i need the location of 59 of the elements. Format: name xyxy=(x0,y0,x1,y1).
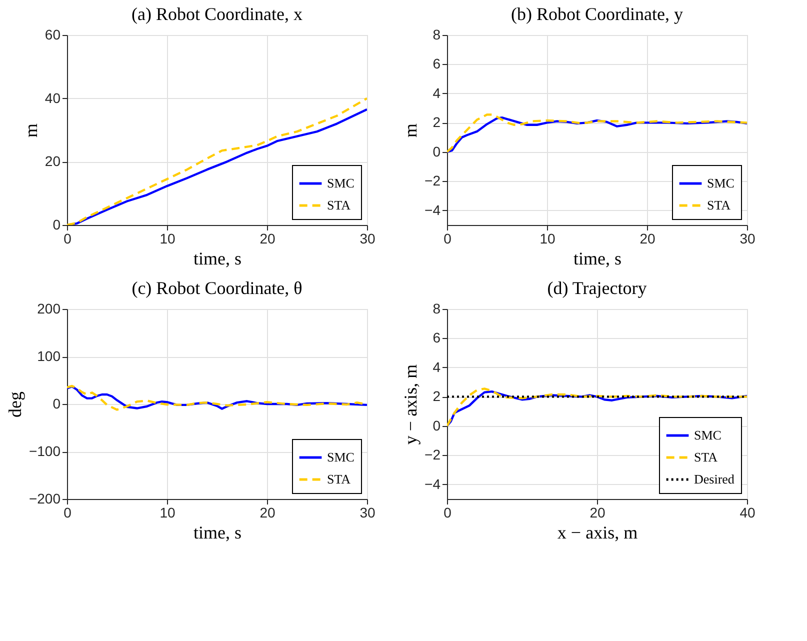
y-tick-label: 40 xyxy=(44,90,61,106)
x-axis-title: time, s xyxy=(194,522,242,542)
y-tick-label: −100 xyxy=(28,443,61,459)
y-tick-label: −2 xyxy=(424,446,441,463)
chart-title: (d) Trajectory xyxy=(547,278,647,298)
legend-label: STA xyxy=(707,198,732,212)
y-tick-label: 8 xyxy=(432,300,441,316)
y-axis-title: m xyxy=(400,123,421,138)
y-tick-label: −4 xyxy=(424,476,441,492)
y-tick-label: −2 xyxy=(424,172,441,189)
y-tick-label: 0 xyxy=(432,143,441,160)
legend-label: SMC xyxy=(694,428,722,442)
legend-label: STA xyxy=(694,450,718,464)
legend-label: STA xyxy=(327,198,352,212)
x-tick-label: 20 xyxy=(590,504,606,520)
x-tick-label: 30 xyxy=(740,230,756,246)
x-tick-label: 0 xyxy=(444,230,452,246)
x-axis-title: x − axis, m xyxy=(557,522,638,542)
chart-title: (b) Robot Coordinate, y xyxy=(511,4,683,24)
y-tick-label: 6 xyxy=(432,56,441,72)
y-axis-title: deg xyxy=(4,392,25,418)
y-tick-label: 0 xyxy=(52,396,61,412)
x-tick-label: 10 xyxy=(540,230,556,246)
x-tick-label: 0 xyxy=(64,504,72,520)
x-tick-label: 10 xyxy=(160,504,176,520)
y-tick-label: −4 xyxy=(424,202,441,218)
legend-label: Desired xyxy=(694,472,735,486)
x-tick-label: 20 xyxy=(260,504,276,520)
legend-label: SMC xyxy=(707,176,734,190)
y-tick-label: 4 xyxy=(432,84,441,101)
y-tick-label: 0 xyxy=(52,216,61,232)
y-tick-label: 200 xyxy=(37,300,61,316)
legend-label: SMC xyxy=(327,176,354,190)
y-tick-label: 100 xyxy=(37,348,61,364)
y-tick-label: 2 xyxy=(432,114,441,130)
legend-label: STA xyxy=(327,472,352,486)
x-tick-label: 30 xyxy=(360,230,376,246)
x-axis-title: time, s xyxy=(194,248,242,268)
x-tick-label: 30 xyxy=(360,504,376,520)
x-tick-label: 10 xyxy=(160,230,176,246)
y-tick-label: 20 xyxy=(44,153,61,170)
y-tick-label: 60 xyxy=(44,26,61,42)
x-tick-label: 20 xyxy=(640,230,656,246)
y-tick-label: 4 xyxy=(432,358,441,375)
x-tick-label: 0 xyxy=(444,504,452,520)
y-tick-label: 8 xyxy=(432,26,441,42)
x-tick-label: 40 xyxy=(740,504,756,520)
y-tick-label: −200 xyxy=(28,490,61,506)
legend-label: SMC xyxy=(327,450,354,464)
y-tick-label: 0 xyxy=(432,417,441,434)
x-axis-title: time, s xyxy=(574,248,622,268)
y-tick-label: 2 xyxy=(432,388,441,404)
x-tick-label: 20 xyxy=(260,230,276,246)
y-axis-title: m xyxy=(20,123,41,138)
x-tick-label: 0 xyxy=(64,230,72,246)
chart-title: (a) Robot Coordinate, x xyxy=(132,4,302,24)
chart-title: (c) Robot Coordinate, θ xyxy=(132,278,302,298)
y-tick-label: 6 xyxy=(432,330,441,346)
y-axis-title: y − axis, m xyxy=(400,364,421,445)
